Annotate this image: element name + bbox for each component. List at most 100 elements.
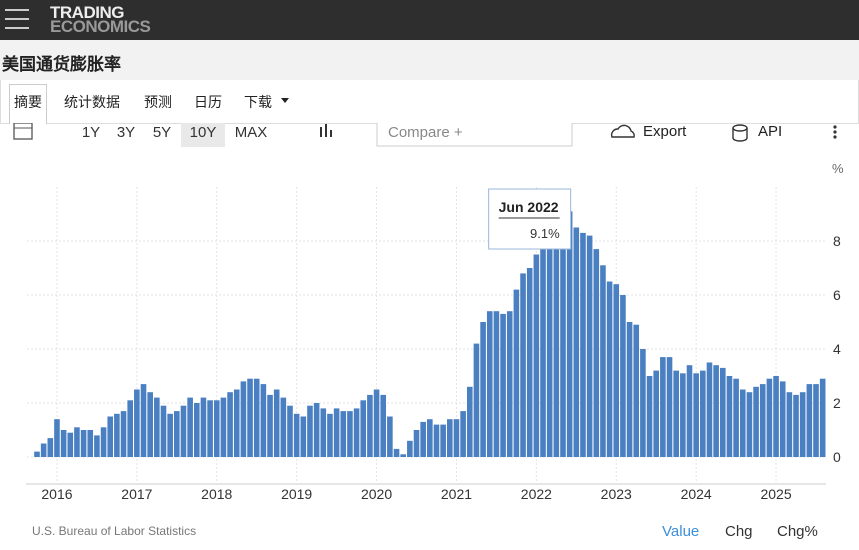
- bar: [500, 313, 506, 457]
- range-button[interactable]: MAX: [235, 124, 268, 141]
- bar: [686, 365, 693, 457]
- active-range-bg: [181, 123, 225, 147]
- tab[interactable]: 下载: [244, 94, 272, 110]
- bar: [273, 389, 280, 457]
- bar: [220, 397, 227, 457]
- api-icon: [732, 124, 748, 142]
- bar: [653, 370, 660, 457]
- bar: [413, 430, 420, 457]
- bar: [114, 413, 120, 457]
- bar: [526, 268, 533, 457]
- y-tick-label: 8: [833, 233, 841, 249]
- bar: [140, 384, 147, 457]
- bar: [706, 362, 713, 457]
- bar: [427, 419, 433, 457]
- unit-label: %: [832, 161, 844, 176]
- bar: [733, 378, 739, 457]
- bar: [660, 357, 666, 457]
- bar: [580, 232, 586, 457]
- tab[interactable]: 日历: [194, 94, 222, 110]
- more-menu[interactable]: [833, 125, 837, 139]
- api-button[interactable]: API: [758, 123, 782, 140]
- logo[interactable]: TRADING: [50, 3, 124, 22]
- bar: [174, 411, 180, 457]
- range-button[interactable]: 1Y: [82, 124, 100, 141]
- bar: [566, 211, 573, 457]
- tab-bar: 摘要 统计数据 预测 日历 下载: [0, 80, 859, 124]
- bar: [80, 430, 87, 457]
- bar: [719, 367, 726, 457]
- tab[interactable]: 预测: [144, 94, 172, 110]
- calendar-icon[interactable]: [13, 123, 33, 140]
- bar: [367, 394, 373, 457]
- bar: [267, 394, 273, 457]
- x-tick-label: 2024: [681, 486, 712, 502]
- export-button[interactable]: Export: [643, 123, 687, 140]
- tooltip: Jun 2022 9.1%: [488, 188, 572, 250]
- tab[interactable]: 摘要: [9, 84, 47, 124]
- bar: [213, 400, 220, 457]
- bar: [819, 378, 826, 457]
- bar: [520, 273, 526, 457]
- bar: [227, 392, 233, 457]
- bar: [540, 243, 546, 457]
- range-button[interactable]: 10Y: [190, 124, 217, 141]
- view-toggle[interactable]: Chg: [725, 523, 753, 540]
- bar: [180, 405, 187, 457]
- bar: [240, 381, 247, 457]
- bar: [387, 416, 393, 457]
- x-tick-label: 2018: [201, 486, 232, 502]
- compare-box[interactable]: [376, 123, 573, 147]
- bar: [47, 438, 54, 457]
- bar: [60, 430, 67, 457]
- logo[interactable]: ECONOMICS: [50, 17, 151, 36]
- bar: [154, 397, 160, 457]
- bar: [420, 421, 426, 457]
- view-toggle[interactable]: Value: [662, 523, 699, 540]
- compare-input[interactable]: Compare +: [388, 124, 463, 141]
- x-tick-label: 2022: [521, 486, 552, 502]
- bar: [167, 413, 173, 457]
- bar: [739, 389, 746, 457]
- export-icon: [610, 124, 635, 138]
- bar: [753, 386, 759, 457]
- x-tick-label: 2017: [121, 486, 152, 502]
- bar: [573, 227, 580, 457]
- bar: [353, 408, 360, 457]
- range-button[interactable]: 5Y: [153, 124, 171, 141]
- bar: [560, 224, 566, 457]
- bar: [613, 284, 620, 457]
- menu-button[interactable]: [5, 9, 29, 31]
- bar: [806, 384, 813, 457]
- y-tick-label: 6: [833, 287, 841, 303]
- bar: [586, 235, 593, 457]
- bar: [793, 394, 799, 457]
- bar: [107, 416, 114, 457]
- range-button[interactable]: 3Y: [117, 124, 135, 141]
- x-tick-label: 2023: [601, 486, 632, 502]
- bar: [94, 435, 100, 457]
- bar: [700, 370, 706, 457]
- x-tick-label: 2020: [361, 486, 392, 502]
- bar: [393, 448, 400, 457]
- bar: [693, 373, 699, 457]
- bar: [260, 384, 267, 457]
- bar: [759, 384, 766, 457]
- bar: [680, 373, 686, 457]
- bar: [193, 403, 200, 457]
- bar: [233, 389, 240, 457]
- bars-icon[interactable]: [320, 124, 332, 137]
- bar: [433, 424, 440, 457]
- bar: [553, 232, 560, 457]
- view-toggle[interactable]: Chg%: [777, 523, 818, 540]
- bar: [293, 413, 300, 457]
- bar: [786, 392, 793, 457]
- x-tick-label: 2025: [760, 486, 791, 502]
- bar: [307, 405, 313, 457]
- bar: [134, 389, 140, 457]
- tab[interactable]: 统计数据: [64, 94, 120, 110]
- tooltip-date: Jun 2022: [499, 199, 559, 215]
- bar: [600, 265, 606, 457]
- bar: [333, 408, 340, 457]
- bar: [799, 392, 806, 457]
